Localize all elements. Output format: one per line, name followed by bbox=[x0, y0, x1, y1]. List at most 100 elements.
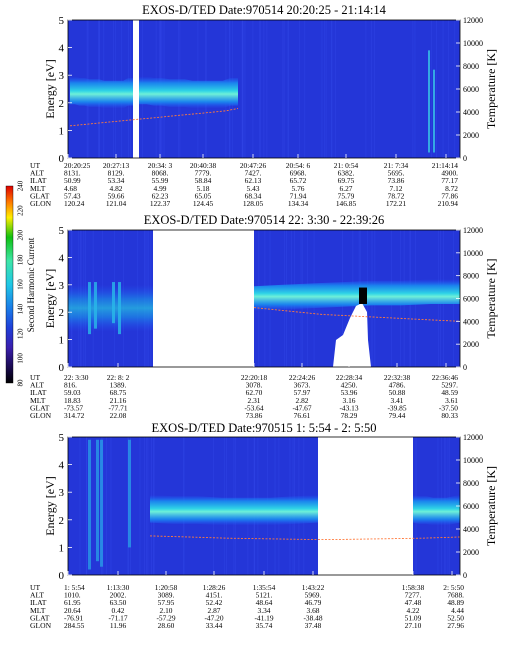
ephemeris-cell: 57.97 bbox=[294, 388, 311, 397]
vertical-spike bbox=[96, 439, 99, 562]
ephemeris-cell: 2.82 bbox=[296, 396, 309, 405]
noise-streak bbox=[139, 437, 141, 575]
y2-axis-label: Temperature [K] bbox=[484, 258, 498, 338]
ephemeris-cell: 4.99 bbox=[154, 184, 167, 193]
vertical-spike bbox=[433, 69, 435, 153]
ephemeris-row-label: GLAT bbox=[30, 613, 50, 622]
ephemeris-cell: 68.75 bbox=[110, 388, 127, 397]
ephemeris-cell: 22:24:26 bbox=[289, 373, 316, 382]
ephemeris-cell: 1:13:30 bbox=[107, 583, 130, 592]
noise-streak bbox=[325, 20, 327, 158]
ephemeris-cell: 50.99 bbox=[64, 176, 81, 185]
ion-band bbox=[413, 495, 460, 526]
y-tick-label: 5 bbox=[59, 432, 65, 444]
y-tick-label: 2 bbox=[59, 98, 65, 110]
ephemeris-cell: 2.31 bbox=[248, 396, 261, 405]
ephemeris-cell: 62.23 bbox=[152, 191, 169, 200]
noise-streak bbox=[283, 20, 285, 158]
ephemeris-cell: 27.96 bbox=[447, 621, 464, 630]
noise-streak bbox=[436, 20, 437, 158]
noise-streak bbox=[334, 20, 336, 158]
y2-tick-label: 6000 bbox=[463, 85, 479, 94]
y2-axis-label: Temperature [K] bbox=[484, 466, 498, 546]
noise-streak bbox=[79, 437, 81, 575]
noise-streak bbox=[331, 20, 333, 158]
ephemeris-cell: 22.08 bbox=[110, 411, 127, 420]
ephemeris-cell: 121.04 bbox=[106, 199, 127, 208]
ephemeris-cell: 0.42 bbox=[112, 606, 125, 615]
panel-title: EXOS-D/TED Date:970515 1: 5:54 - 2: 5:50 bbox=[152, 421, 377, 435]
ephemeris-row-label: GLAT bbox=[30, 191, 50, 200]
noise-streak bbox=[127, 437, 129, 575]
colorbar-tick-label: 180 bbox=[17, 254, 25, 265]
ephemeris-cell: 5121. bbox=[256, 591, 273, 600]
noise-streak bbox=[106, 437, 108, 575]
ephemeris-cell: 4.82 bbox=[110, 184, 123, 193]
ephemeris-row-label: ILAT bbox=[30, 388, 47, 397]
colorbar-label: Second Harmonic Current bbox=[26, 237, 36, 332]
noise-streak bbox=[448, 20, 449, 158]
ephemeris-cell: 124.45 bbox=[193, 199, 214, 208]
vertical-spike bbox=[118, 282, 121, 335]
ephemeris-row-label: GLON bbox=[30, 621, 52, 630]
ephemeris-cell: 63.50 bbox=[110, 598, 127, 607]
ephemeris-row-label: MLT bbox=[30, 396, 46, 405]
ephemeris-cell: 20:54: 6 bbox=[286, 161, 311, 170]
y-tick-label: 0 bbox=[59, 153, 65, 165]
noise-streak bbox=[244, 20, 246, 158]
y-tick-label: 3 bbox=[59, 70, 65, 82]
ephemeris-cell: 5297. bbox=[441, 381, 458, 390]
ephemeris-cell: 1:35:54 bbox=[253, 583, 276, 592]
y-tick-label: 3 bbox=[59, 280, 65, 292]
y2-tick-label: 12000 bbox=[463, 226, 483, 235]
ephemeris-cell: 65.05 bbox=[195, 191, 212, 200]
y2-tick-label: 0 bbox=[463, 154, 467, 163]
ephemeris-cell: 20:27:13 bbox=[103, 161, 130, 170]
ephemeris-cell: 48.64 bbox=[256, 598, 273, 607]
noise-streak bbox=[85, 437, 87, 575]
noise-streak bbox=[370, 20, 372, 158]
ephemeris-cell: 28.60 bbox=[158, 621, 175, 630]
ephemeris-cell: 53.96 bbox=[341, 388, 358, 397]
ephemeris-cell: 128.05 bbox=[243, 199, 264, 208]
ephemeris-cell: 8068. bbox=[152, 169, 169, 178]
noise-streak bbox=[252, 20, 254, 158]
ephemeris-cell: 73.86 bbox=[388, 176, 405, 185]
ephemeris-row-label: GLON bbox=[30, 411, 52, 420]
noise-streak bbox=[145, 437, 147, 575]
y-tick-label: 4 bbox=[59, 460, 65, 472]
y-tick-label: 1 bbox=[59, 125, 65, 137]
y2-tick-label: 4000 bbox=[463, 525, 479, 534]
vertical-spike bbox=[88, 439, 91, 570]
ephemeris-cell: 20:34: 3 bbox=[148, 161, 173, 170]
ephemeris-cell: 21.16 bbox=[110, 396, 127, 405]
noise-streak bbox=[374, 20, 376, 158]
ephemeris-cell: 4786. bbox=[389, 381, 406, 390]
ephemeris-cell: 8.72 bbox=[445, 184, 458, 193]
ephemeris-cell: 78.29 bbox=[341, 411, 358, 420]
ephemeris-cell: 75.79 bbox=[338, 191, 355, 200]
noise-streak bbox=[431, 20, 432, 158]
ephemeris-cell: 71.94 bbox=[290, 191, 307, 200]
ephemeris-cell: 65.72 bbox=[290, 176, 307, 185]
ephemeris-cell: 4.68 bbox=[64, 184, 77, 193]
noise-streak bbox=[263, 20, 265, 158]
noise-streak bbox=[414, 20, 416, 158]
y2-tick-label: 6000 bbox=[463, 295, 479, 304]
ephemeris-cell: 4250. bbox=[341, 381, 358, 390]
ephemeris-cell: 6968. bbox=[290, 169, 307, 178]
saturation-core bbox=[359, 287, 367, 304]
ephemeris-cell: 7427. bbox=[245, 169, 262, 178]
ephemeris-cell: 172.21 bbox=[386, 199, 407, 208]
ephemeris-cell: -47.20 bbox=[204, 613, 223, 622]
ephemeris-row-label: UT bbox=[30, 583, 40, 592]
y-tick-label: 4 bbox=[59, 43, 65, 55]
ephemeris-cell: 62.13 bbox=[245, 176, 262, 185]
noise-streak bbox=[241, 20, 243, 158]
ephemeris-cell: -73.57 bbox=[64, 403, 83, 412]
ephemeris-cell: 57.95 bbox=[158, 598, 175, 607]
colorbar-tick-label: 100 bbox=[17, 353, 25, 364]
vertical-spike bbox=[94, 282, 97, 329]
ephemeris-cell: 76.61 bbox=[294, 411, 311, 420]
ephemeris-cell: 58.84 bbox=[195, 176, 212, 185]
